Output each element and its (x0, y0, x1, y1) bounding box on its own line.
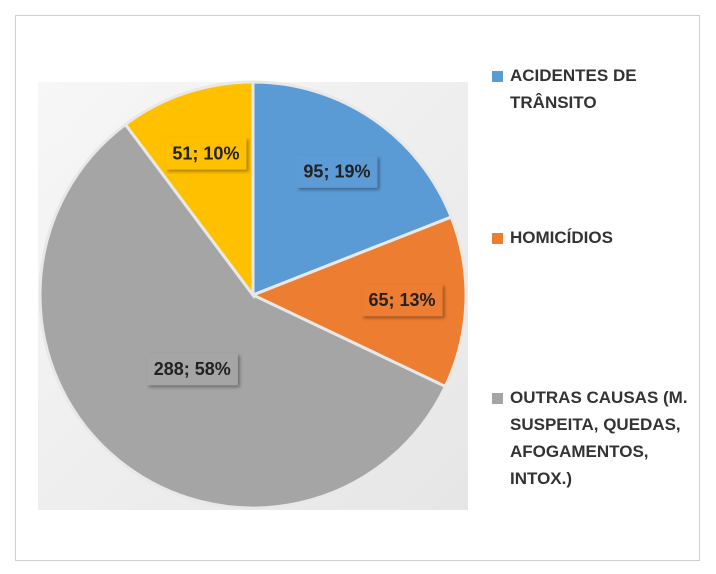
legend-label: HOMICÍDIOS (510, 228, 613, 247)
legend-swatch (492, 233, 503, 244)
data-label-box (296, 155, 378, 188)
legend-item: ACIDENTES DE TRÂNSITO (492, 62, 700, 116)
pie-slice (123, 80, 255, 300)
pie-slice (249, 215, 468, 389)
legend-label: OUTRAS CAUSAS (M. SUSPEITA, QUEDAS, AFOG… (510, 388, 688, 488)
legend-swatch (492, 393, 503, 404)
data-label: 51; 10% (172, 143, 239, 163)
data-label: 65; 13% (368, 290, 435, 310)
data-label-box (165, 137, 247, 170)
data-label: 95; 19% (303, 162, 370, 182)
legend-item: HOMICÍDIOS (492, 224, 700, 251)
legend-item: OUTRAS CAUSAS (M. SUSPEITA, QUEDAS, AFOG… (492, 384, 700, 492)
pie-slice (251, 80, 454, 298)
legend-label: ACIDENTES DE TRÂNSITO (510, 66, 637, 112)
data-label-box (146, 353, 238, 386)
legend-swatch (492, 71, 503, 82)
frame (15, 15, 700, 561)
pie-slice (38, 122, 448, 510)
data-label: 288; 58% (154, 359, 231, 379)
data-label-box (361, 284, 443, 317)
